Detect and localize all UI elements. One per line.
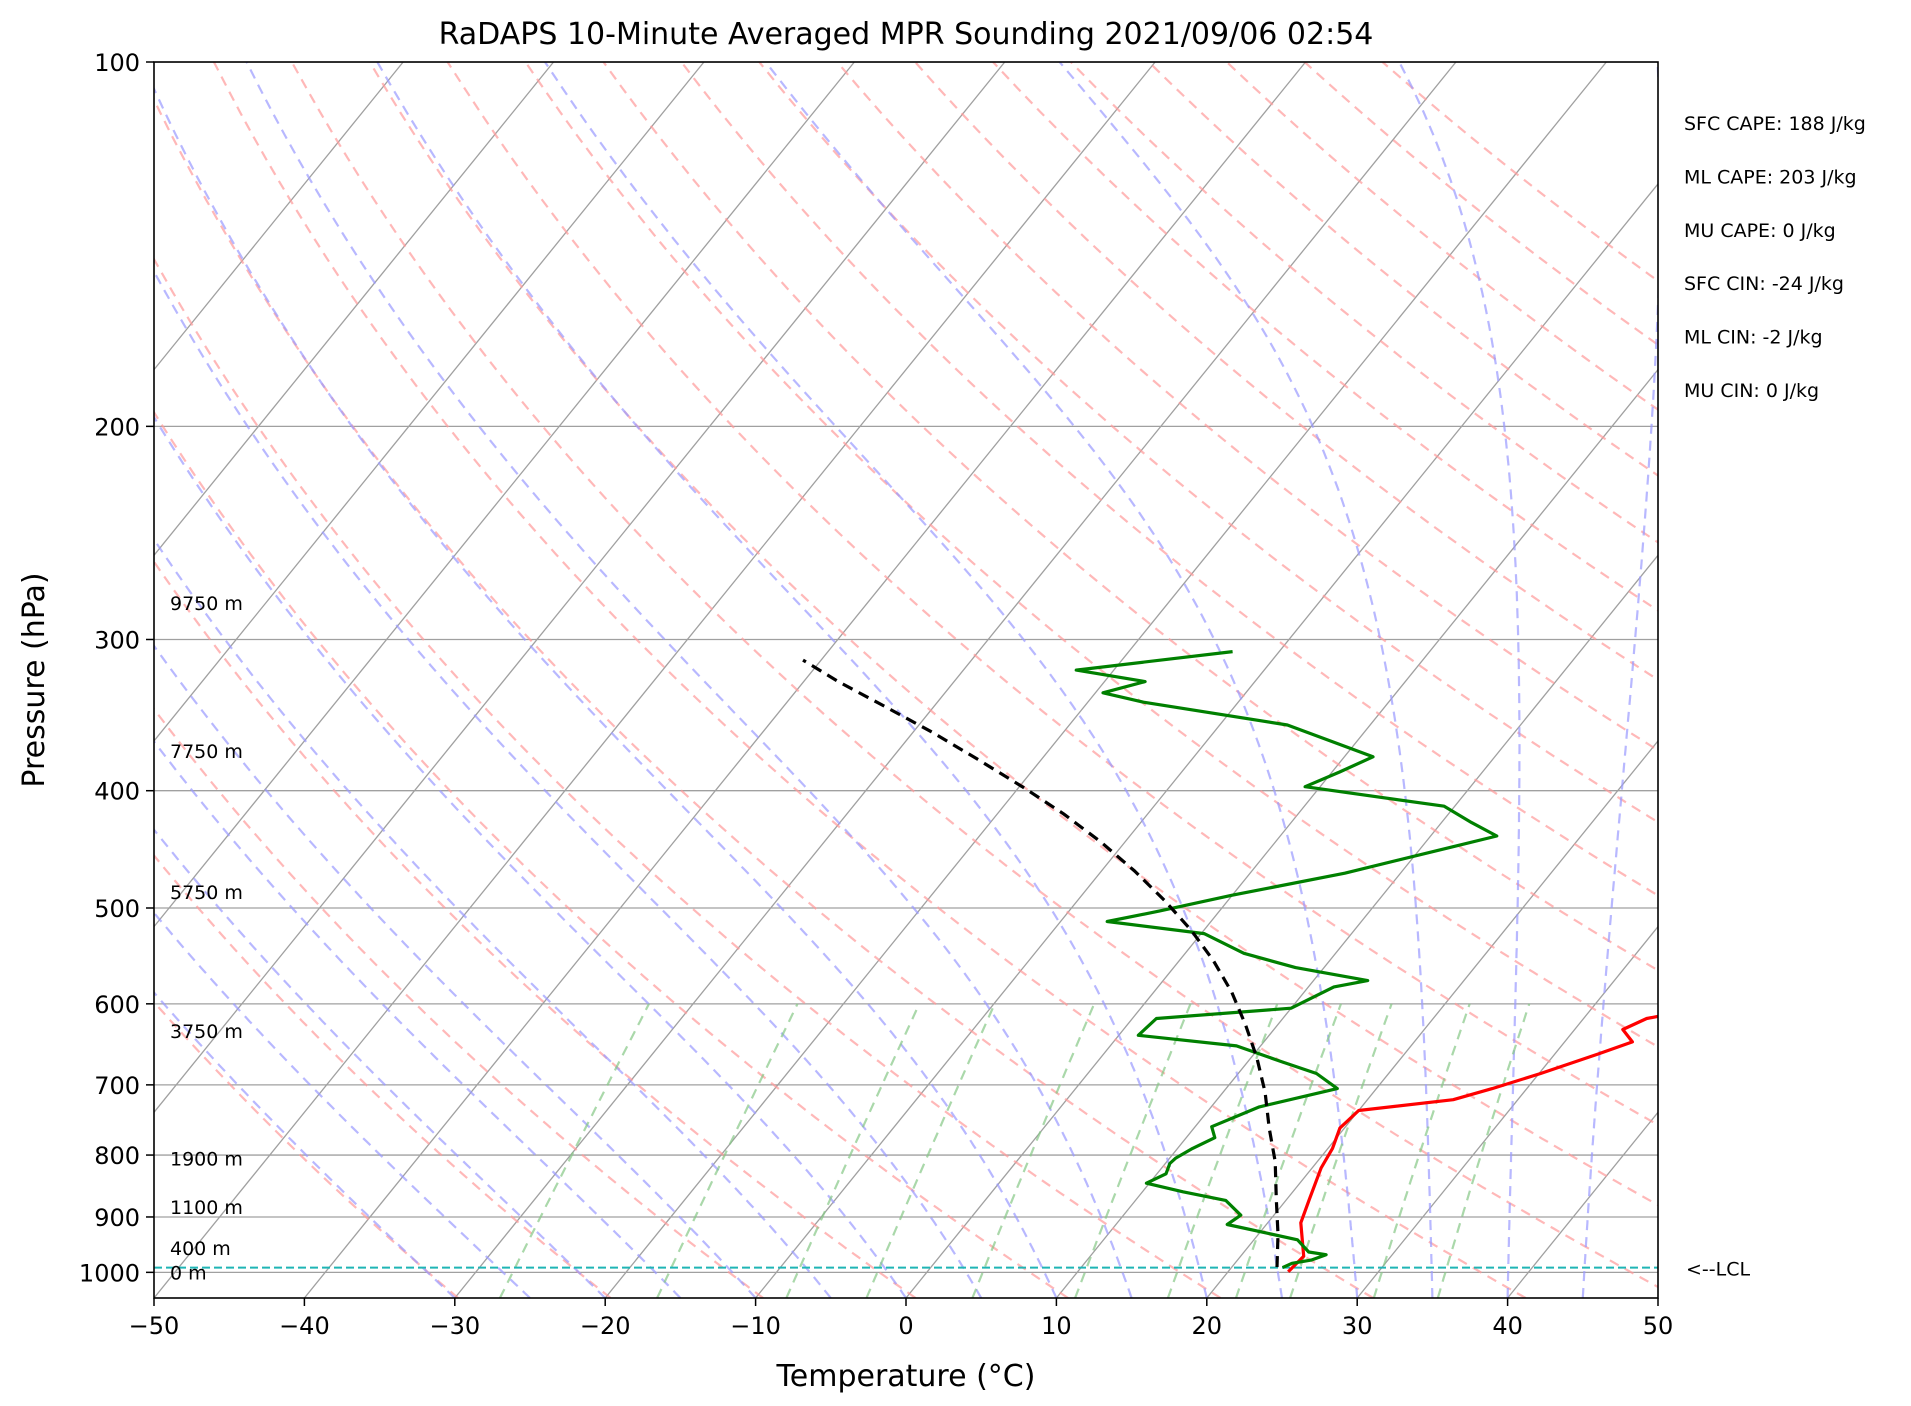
y-tick-label: 900 <box>94 1204 140 1232</box>
moist-adiabat <box>154 269 983 1298</box>
moist-adiabat <box>1398 62 1521 1298</box>
mixing-ratio-line <box>1074 1003 1192 1298</box>
dry-adiabat <box>154 707 764 1298</box>
x-tick-label: 50 <box>1643 1312 1674 1340</box>
moist-adiabat <box>376 62 1208 1298</box>
parcel-line <box>802 658 1280 1268</box>
x-tick-label: −50 <box>129 1312 180 1340</box>
height-label: 3750 m <box>170 1021 243 1043</box>
y-tick-label: 200 <box>94 413 140 441</box>
moist-adiabat <box>154 415 907 1298</box>
isotherm <box>154 62 1156 1298</box>
height-label: 1100 m <box>170 1197 243 1219</box>
dry-adiabat <box>680 62 1658 897</box>
isotherm <box>154 62 404 371</box>
moist-adiabat <box>154 86 1058 1298</box>
isotherm <box>905 368 1658 1298</box>
dry-adiabat <box>836 62 1658 752</box>
mixing-ratio-line <box>1166 1003 1279 1298</box>
mixing-ratio-line <box>971 1003 1096 1298</box>
chart-title: RaDAPS 10-Minute Averaged MPR Sounding 2… <box>439 17 1374 52</box>
stat-annotation: SFC CIN: -24 J/kg <box>1684 273 1844 295</box>
isotherm <box>154 62 555 557</box>
y-tick-label: 800 <box>94 1142 140 1170</box>
dry-adiabat <box>914 62 1658 682</box>
isotherm <box>154 62 1006 1114</box>
lcl-label: <--LCL <box>1686 1259 1750 1281</box>
moist-adiabat <box>1581 62 1658 1298</box>
x-tick-label: −30 <box>429 1312 480 1340</box>
isotherm <box>604 62 1607 1298</box>
dry-adiabat <box>368 62 1658 1207</box>
y-tick-label: 400 <box>94 778 140 806</box>
moist-adiabat <box>764 62 1359 1298</box>
mixing-ratio-line <box>1436 1003 1531 1298</box>
mixing-ratio-line <box>785 1003 921 1298</box>
stats-annotations: SFC CAPE: 188 J/kg ML CAPE: 203 J/kg MU CA… <box>1684 113 1866 402</box>
x-tick-label: −40 <box>279 1312 330 1340</box>
stat-annotation: SFC CAPE: 188 J/kg <box>1684 113 1866 135</box>
y-axis-label: Pressure (hPa) <box>17 572 52 787</box>
mixing-ratio-line <box>1372 1003 1471 1298</box>
mixing-ratio-line <box>865 1003 996 1298</box>
moist-adiabat <box>1058 62 1434 1298</box>
dry-adiabat <box>154 97 1374 1298</box>
isotherm <box>1206 739 1658 1298</box>
mixing-ratio-line <box>656 1003 799 1298</box>
height-label: 400 m <box>170 1238 231 1260</box>
dry-adiabat <box>290 62 1658 1289</box>
stat-annotation: ML CAPE: 203 J/kg <box>1684 166 1857 188</box>
y-tick-label: 700 <box>94 1072 140 1100</box>
x-tick-label: −10 <box>730 1312 781 1340</box>
dry-adiabat <box>154 257 1222 1298</box>
height-label: 5750 m <box>170 882 243 904</box>
y-tick-label: 500 <box>94 895 140 923</box>
height-label: 9750 m <box>170 593 243 615</box>
isotherm <box>454 62 1457 1298</box>
y-tick-label: 300 <box>94 626 140 654</box>
isotherm <box>154 62 705 742</box>
x-axis-label: Temperature (°C) <box>776 1359 1036 1394</box>
y-axis: 1000 900 800 700 600 500 400 300 200 100 <box>79 49 154 1287</box>
stat-annotation: MU CIN: 0 J/kg <box>1684 380 1819 402</box>
dewpoint-line <box>1074 650 1499 1270</box>
moist-adiabat <box>154 990 456 1298</box>
x-tick-label: 10 <box>1041 1312 1072 1340</box>
x-tick-label: 40 <box>1492 1312 1523 1340</box>
x-axis: −50 −40 −30 −20 −10 0 10 20 30 40 50 <box>129 1298 1674 1340</box>
moist-adiabat <box>154 644 757 1298</box>
x-tick-label: 20 <box>1192 1312 1223 1340</box>
moist-adiabat <box>154 739 682 1298</box>
height-label: 0 m <box>170 1262 207 1284</box>
mixing-ratio-line <box>498 1003 650 1298</box>
isotherm <box>1055 554 1658 1298</box>
height-label: 7750 m <box>170 741 243 763</box>
y-tick-label: 1000 <box>79 1259 140 1287</box>
moist-adiabat <box>245 62 1133 1298</box>
isotherm <box>154 62 855 928</box>
sounding-lines <box>802 650 1658 1273</box>
mixing-ratio-line <box>1234 1003 1343 1298</box>
dry-adiabat <box>524 62 1658 1049</box>
x-tick-label: −20 <box>580 1312 631 1340</box>
dry-adiabat <box>212 62 1527 1298</box>
moist-adiabat <box>544 62 1284 1298</box>
stat-annotation: ML CIN: -2 J/kg <box>1684 327 1823 349</box>
y-tick-label: 100 <box>94 49 140 77</box>
moist-adiabat <box>154 827 606 1298</box>
stat-annotation: MU CAPE: 0 J/kg <box>1684 220 1836 242</box>
isotherm <box>1356 925 1658 1298</box>
dry-adiabat <box>446 62 1658 1127</box>
isotherm <box>755 182 1658 1298</box>
height-label: 1900 m <box>170 1148 243 1170</box>
x-tick-label: 30 <box>1342 1312 1373 1340</box>
moist-adiabat <box>154 537 832 1298</box>
x-tick-label: 0 <box>898 1312 913 1340</box>
background-lines <box>154 62 1658 1298</box>
moist-adiabat <box>154 911 531 1298</box>
temperature-line <box>1287 1014 1658 1273</box>
y-tick-label: 600 <box>94 991 140 1019</box>
